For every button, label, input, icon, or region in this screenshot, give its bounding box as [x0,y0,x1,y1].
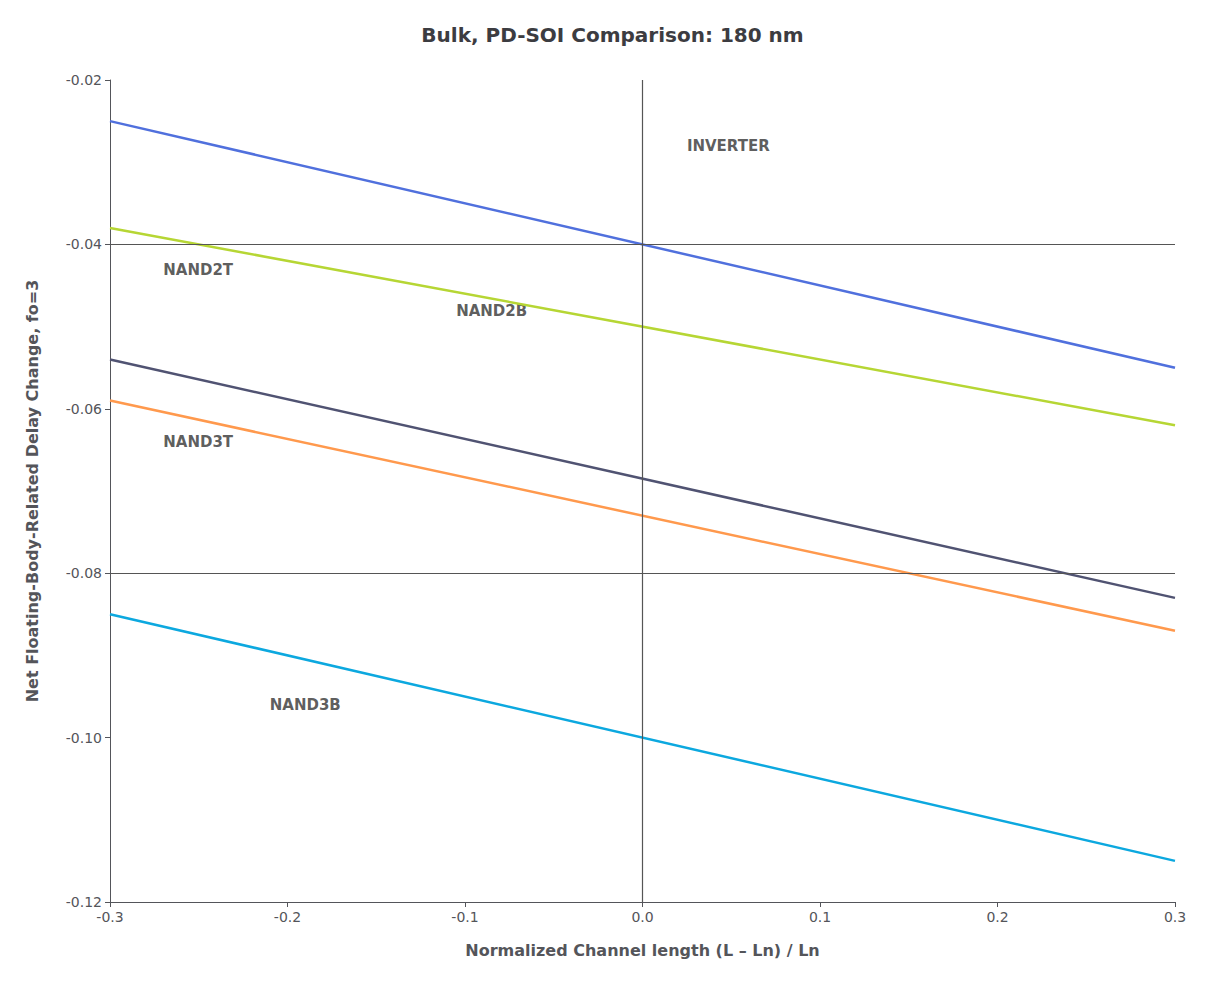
svg-text:-0.02: -0.02 [66,72,102,88]
svg-text:-0.1: -0.1 [451,909,478,925]
svg-text:NAND3B: NAND3B [270,696,341,714]
svg-text:0.2: 0.2 [986,909,1008,925]
svg-text:Normalized Channel length (L –: Normalized Channel length (L – Ln) / Ln [465,941,819,960]
svg-text:-0.2: -0.2 [274,909,301,925]
svg-text:INVERTER: INVERTER [687,137,770,155]
svg-text:0.3: 0.3 [1164,909,1186,925]
svg-text:NAND2B: NAND2B [456,302,527,320]
svg-text:Net Floating-Body-Related Dela: Net Floating-Body-Related Delay Change, … [23,280,42,703]
svg-text:NAND2T: NAND2T [163,261,234,279]
svg-text:0.0: 0.0 [631,909,653,925]
svg-text:Bulk, PD-SOI Comparison: 180 n: Bulk, PD-SOI Comparison: 180 nm [421,23,803,47]
svg-text:0.1: 0.1 [809,909,831,925]
svg-text:-0.3: -0.3 [96,909,123,925]
svg-text:NAND3T: NAND3T [163,433,234,451]
svg-text:-0.10: -0.10 [66,730,102,746]
svg-text:-0.08: -0.08 [66,565,102,581]
svg-text:-0.04: -0.04 [66,236,102,252]
svg-text:-0.12: -0.12 [66,894,102,910]
svg-text:-0.06: -0.06 [66,401,102,417]
